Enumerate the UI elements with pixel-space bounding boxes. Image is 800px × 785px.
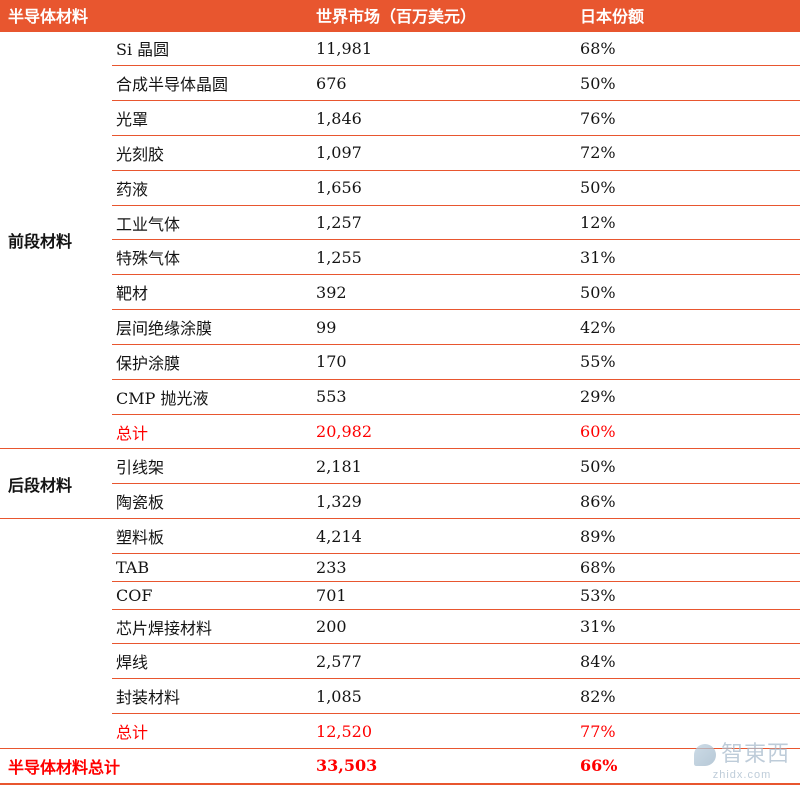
cell-market: 701: [312, 580, 575, 610]
cell-name: CMP 抛光液: [112, 378, 313, 415]
cell-market: 392: [312, 274, 575, 310]
grand-total-share: 66%: [574, 747, 800, 784]
cell-market: 200: [312, 608, 575, 644]
cell-share: 77%: [574, 713, 800, 749]
cell-name: 焊线: [112, 643, 313, 679]
table-body: 前段材料 Si 晶圆 11,981 68% 合成半导体晶圆 676 50% 光罩 1,846 76…: [0, 30, 800, 749]
table-row: 陶瓷板 1,329 86%: [0, 483, 800, 519]
header-col-material: 半导体材料: [0, 0, 313, 31]
cell-share: 60%: [574, 413, 800, 449]
cell-market: 1,257: [312, 204, 575, 240]
cell-market: 1,097: [312, 134, 575, 171]
cell-name: 封装材料: [112, 678, 313, 714]
cell-share: 31%: [574, 239, 800, 275]
table-row: 焊线 2,577 84%: [0, 643, 800, 679]
cell-share: 76%: [574, 100, 800, 136]
table-footer: 半导体材料总计 33,503 66%: [0, 747, 800, 784]
cell-share: 29%: [574, 378, 800, 415]
cell-share: 89%: [574, 518, 800, 554]
cell-name: 药液: [112, 169, 313, 206]
header-col-japan-share: 日本份额: [574, 0, 800, 31]
table-row: 前段材料 Si 晶圆 11,981 68%: [0, 30, 800, 449]
cell-market: 1,329: [312, 483, 575, 519]
cell-share: 50%: [574, 448, 800, 484]
group-label: 前段材料: [0, 30, 112, 449]
cell-name: 特殊气体: [112, 239, 313, 275]
cell-name: 工业气体: [112, 204, 313, 240]
group-label: 后段材料: [0, 448, 112, 519]
cell-market: 553: [312, 378, 575, 415]
cell-name: 引线架: [112, 448, 313, 484]
cell-share: 31%: [574, 608, 800, 644]
cell-share: 72%: [574, 134, 800, 171]
cell-name: 总计: [112, 713, 313, 749]
cell-share: 42%: [574, 309, 800, 345]
table-row: 总计 12,520 77%: [0, 713, 800, 749]
cell-market: 2,577: [312, 643, 575, 679]
cell-share: 12%: [574, 204, 800, 240]
table-row: 特殊气体 1,255 31%: [0, 239, 800, 275]
cell-name: COF: [112, 580, 313, 610]
table-row: 封装材料 1,085 82%: [0, 678, 800, 714]
cell-market: 2,181: [312, 448, 575, 484]
group-label: [0, 518, 112, 749]
table-row: 保护涂膜 170 55%: [0, 343, 800, 380]
table-row: TAB 233 68%: [0, 552, 800, 582]
cell-name: Si 晶圆: [112, 30, 313, 66]
cell-market: 4,214: [312, 518, 575, 554]
cell-share: 50%: [574, 65, 800, 101]
table-row: COF 701 53%: [0, 580, 800, 610]
cell-share: 55%: [574, 343, 800, 380]
cell-name: 合成半导体晶圆: [112, 65, 313, 101]
cell-share: 53%: [574, 580, 800, 610]
table-row: 工业气体 1,257 12%: [0, 204, 800, 240]
table-row: 靶材 392 50%: [0, 274, 800, 310]
grand-total-market: 33,503: [312, 747, 575, 784]
cell-name: 塑料板: [112, 518, 313, 554]
table-row: 光刻胶 1,097 72%: [0, 134, 800, 171]
cell-share: 50%: [574, 274, 800, 310]
cell-market: 170: [312, 343, 575, 380]
cell-name: 靶材: [112, 274, 313, 310]
cell-name: 光刻胶: [112, 134, 313, 171]
cell-name: 芯片焊接材料: [112, 608, 313, 644]
cell-market: 676: [312, 65, 575, 101]
cell-share: 68%: [574, 552, 800, 582]
cell-market: 1,656: [312, 169, 575, 206]
grand-total-label: 半导体材料总计: [0, 747, 313, 784]
table-row: 后段材料 引线架 2,181 50%: [0, 448, 800, 519]
cell-market: 1,085: [312, 678, 575, 714]
table-row: 层间绝缘涂膜 99 42%: [0, 309, 800, 345]
cell-market: 233: [312, 552, 575, 582]
cell-name: TAB: [112, 552, 313, 582]
table-row: 塑料板 4,214 89%: [0, 518, 800, 749]
table-row: CMP 抛光液 553 29%: [0, 378, 800, 415]
cell-name: 层间绝缘涂膜: [112, 309, 313, 345]
cell-market: 11,981: [312, 30, 575, 66]
table-row: 芯片焊接材料 200 31%: [0, 608, 800, 644]
cell-name: 光罩: [112, 100, 313, 136]
cell-name: 总计: [112, 413, 313, 449]
table-row: 总计 20,982 60%: [0, 413, 800, 449]
cell-market: 20,982: [312, 413, 575, 449]
table-row: 光罩 1,846 76%: [0, 100, 800, 136]
cell-market: 12,520: [312, 713, 575, 749]
table-row: 合成半导体晶圆 676 50%: [0, 65, 800, 101]
cell-share: 50%: [574, 169, 800, 206]
cell-market: 99: [312, 309, 575, 345]
cell-market: 1,255: [312, 239, 575, 275]
cell-name: 保护涂膜: [112, 343, 313, 380]
cell-market: 1,846: [312, 100, 575, 136]
grand-total-row: 半导体材料总计 33,503 66%: [0, 747, 800, 784]
cell-share: 86%: [574, 483, 800, 519]
cell-share: 82%: [574, 678, 800, 714]
table-row: 药液 1,656 50%: [0, 169, 800, 206]
table-header: 半导体材料 世界市场（百万美元） 日本份额: [0, 0, 800, 31]
header-row: 半导体材料 世界市场（百万美元） 日本份额: [0, 0, 800, 31]
header-col-world-market: 世界市场（百万美元）: [312, 0, 575, 31]
cell-share: 84%: [574, 643, 800, 679]
cell-share: 68%: [574, 30, 800, 66]
cell-name: 陶瓷板: [112, 483, 313, 519]
